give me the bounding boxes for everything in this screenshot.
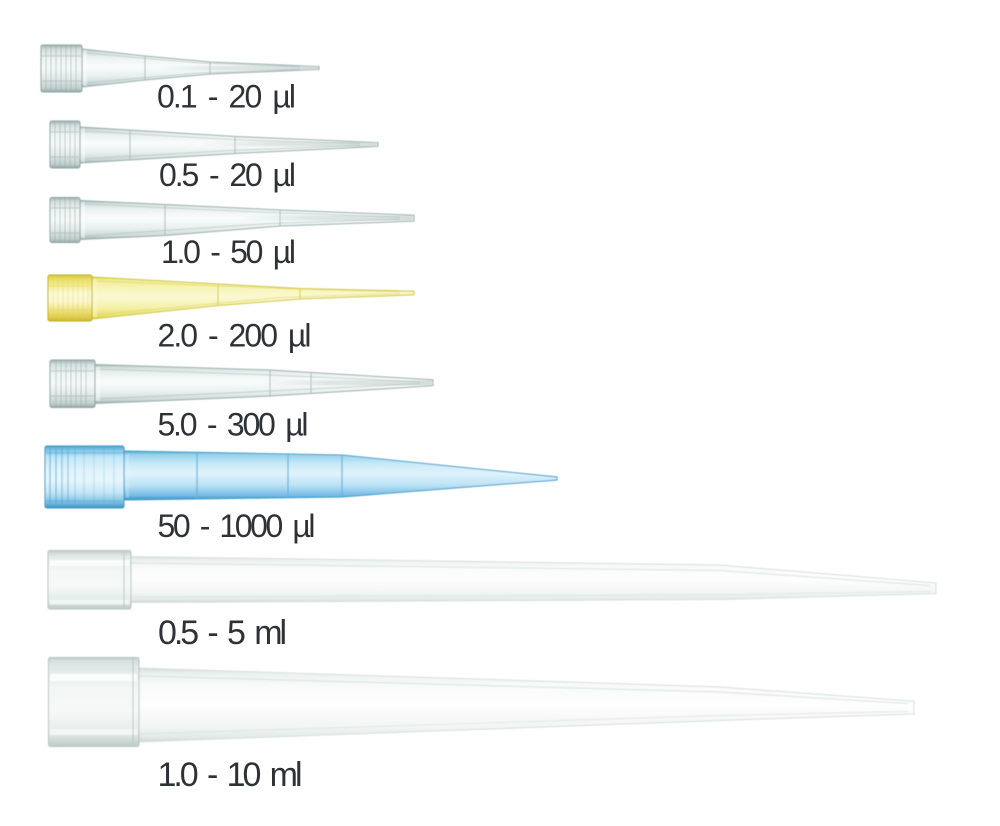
- svg-text:5.0 - 300 µl: 5.0 - 300 µl: [158, 407, 309, 443]
- svg-text:2.0 - 200 µl: 2.0 - 200 µl: [158, 318, 312, 354]
- svg-text:0.1 - 20 µl: 0.1 - 20 µl: [157, 79, 296, 115]
- svg-text:0.5 - 5 ml: 0.5 - 5 ml: [158, 614, 287, 652]
- svg-text:1.0 - 10 ml: 1.0 - 10 ml: [158, 756, 303, 794]
- svg-text:50 - 1000 µl: 50 - 1000 µl: [158, 508, 316, 544]
- svg-text:1.0 - 50 µl: 1.0 - 50 µl: [161, 234, 296, 270]
- svg-text:0.5 - 20 µl: 0.5 - 20 µl: [159, 157, 296, 193]
